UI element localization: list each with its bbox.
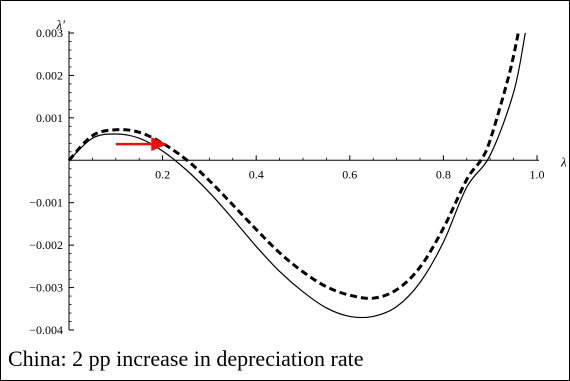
dashed-series-line [67, 32, 520, 300]
y-tick-label: −0.004 [29, 323, 63, 337]
solid-series-line [68, 32, 526, 319]
chart-caption: China: 2 pp increase in depreciation rat… [8, 346, 364, 371]
y-tick-label: 0.003 [36, 26, 63, 40]
x-tick-label: 0.2 [155, 167, 170, 181]
x-axis-label: λ [560, 154, 567, 169]
y-tick-label: 0.001 [36, 111, 63, 125]
red-arrow-head [151, 137, 168, 152]
x-tick-label: 1.0 [530, 167, 545, 181]
y-axis-label: λ′ [56, 17, 66, 32]
x-tick-label: 0.6 [342, 167, 357, 181]
x-tick-label: 0.4 [249, 167, 264, 181]
y-tick-label: −0.001 [29, 196, 63, 210]
y-tick-label: −0.002 [29, 238, 63, 252]
y-tick-label: −0.003 [29, 281, 63, 295]
y-tick-label: 0.002 [36, 68, 63, 82]
x-tick-label: 0.8 [436, 167, 451, 181]
